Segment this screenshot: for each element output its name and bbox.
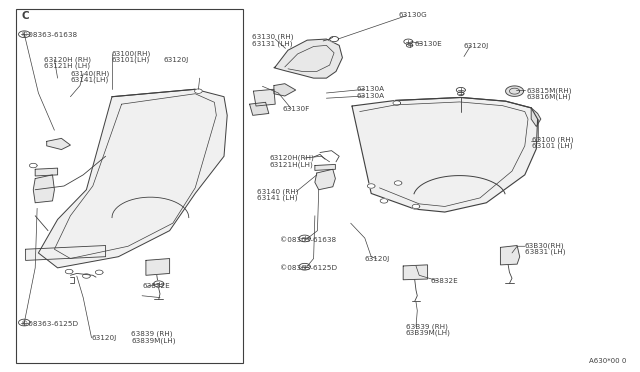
Polygon shape xyxy=(404,39,413,44)
Text: 63130E: 63130E xyxy=(415,41,442,46)
Polygon shape xyxy=(531,108,541,126)
Text: 63839M(LH): 63839M(LH) xyxy=(131,337,176,344)
Text: 63832E: 63832E xyxy=(430,278,458,284)
Text: 63100 (RH): 63100 (RH) xyxy=(532,137,573,143)
Polygon shape xyxy=(250,102,269,115)
Text: 63141(LH): 63141(LH) xyxy=(70,76,109,83)
Text: 63101 (LH): 63101 (LH) xyxy=(532,143,572,150)
Text: 63B30(RH): 63B30(RH) xyxy=(525,242,564,249)
Text: ©08363-61638: ©08363-61638 xyxy=(280,237,337,243)
Text: 63120J: 63120J xyxy=(365,256,390,262)
Polygon shape xyxy=(456,87,465,93)
Text: 63120J: 63120J xyxy=(92,335,116,341)
Text: 63140 (RH): 63140 (RH) xyxy=(257,188,298,195)
Polygon shape xyxy=(394,181,402,185)
Text: 63121H(LH): 63121H(LH) xyxy=(269,161,313,168)
Polygon shape xyxy=(154,281,164,287)
Text: 63120H(RH): 63120H(RH) xyxy=(269,155,314,161)
Text: C: C xyxy=(21,11,29,21)
Text: 63131 (LH): 63131 (LH) xyxy=(252,41,292,47)
Text: 63839 (RH): 63839 (RH) xyxy=(131,331,173,337)
Polygon shape xyxy=(47,138,70,150)
Text: 63130A: 63130A xyxy=(356,93,385,99)
Text: 63B39 (RH): 63B39 (RH) xyxy=(406,323,447,330)
Polygon shape xyxy=(38,89,227,268)
Polygon shape xyxy=(29,163,37,168)
Polygon shape xyxy=(26,246,106,260)
Polygon shape xyxy=(330,36,339,42)
Text: 63141 (LH): 63141 (LH) xyxy=(257,195,297,201)
Text: ©08363-6125D: ©08363-6125D xyxy=(21,321,78,327)
Polygon shape xyxy=(274,84,296,96)
Text: 63B39M(LH): 63B39M(LH) xyxy=(406,330,451,336)
Text: 63101(LH): 63101(LH) xyxy=(112,56,150,63)
Text: 63832E: 63832E xyxy=(142,283,170,289)
Polygon shape xyxy=(299,235,310,242)
Text: 63121H (LH): 63121H (LH) xyxy=(44,62,90,69)
Text: A630*00 0: A630*00 0 xyxy=(589,358,626,364)
Text: ©08363-6125D: ©08363-6125D xyxy=(280,265,337,271)
Text: 63130F: 63130F xyxy=(282,106,310,112)
Polygon shape xyxy=(315,164,335,170)
Polygon shape xyxy=(315,169,335,190)
Polygon shape xyxy=(506,86,524,96)
Polygon shape xyxy=(274,39,342,78)
Polygon shape xyxy=(19,31,30,38)
Polygon shape xyxy=(380,199,388,203)
Polygon shape xyxy=(95,270,103,275)
Polygon shape xyxy=(500,246,520,265)
Text: 63130A: 63130A xyxy=(356,86,385,92)
Polygon shape xyxy=(403,265,428,280)
Text: ©08363-61638: ©08363-61638 xyxy=(21,32,77,38)
Polygon shape xyxy=(253,89,275,106)
Polygon shape xyxy=(299,263,310,270)
Polygon shape xyxy=(367,184,375,188)
Text: 63815M(RH): 63815M(RH) xyxy=(526,87,572,94)
Text: 63120J: 63120J xyxy=(163,57,188,62)
Polygon shape xyxy=(146,259,170,275)
Polygon shape xyxy=(458,92,464,96)
Polygon shape xyxy=(65,269,73,274)
Polygon shape xyxy=(412,204,420,209)
Text: 63816M(LH): 63816M(LH) xyxy=(526,93,571,100)
Polygon shape xyxy=(195,89,202,93)
Text: 63130G: 63130G xyxy=(398,12,427,18)
Text: 63120H (RH): 63120H (RH) xyxy=(44,56,90,63)
Text: 63831 (LH): 63831 (LH) xyxy=(525,248,565,255)
Polygon shape xyxy=(35,168,58,176)
Text: 63100(RH): 63100(RH) xyxy=(112,51,151,57)
Polygon shape xyxy=(83,274,90,278)
Bar xyxy=(16,9,243,363)
Polygon shape xyxy=(19,319,30,326)
Polygon shape xyxy=(33,175,54,203)
Text: 63120J: 63120J xyxy=(463,43,488,49)
Polygon shape xyxy=(406,44,413,47)
Polygon shape xyxy=(393,101,401,105)
Text: 63130 (RH): 63130 (RH) xyxy=(252,34,293,41)
Text: 63140(RH): 63140(RH) xyxy=(70,70,109,77)
Polygon shape xyxy=(352,97,538,212)
